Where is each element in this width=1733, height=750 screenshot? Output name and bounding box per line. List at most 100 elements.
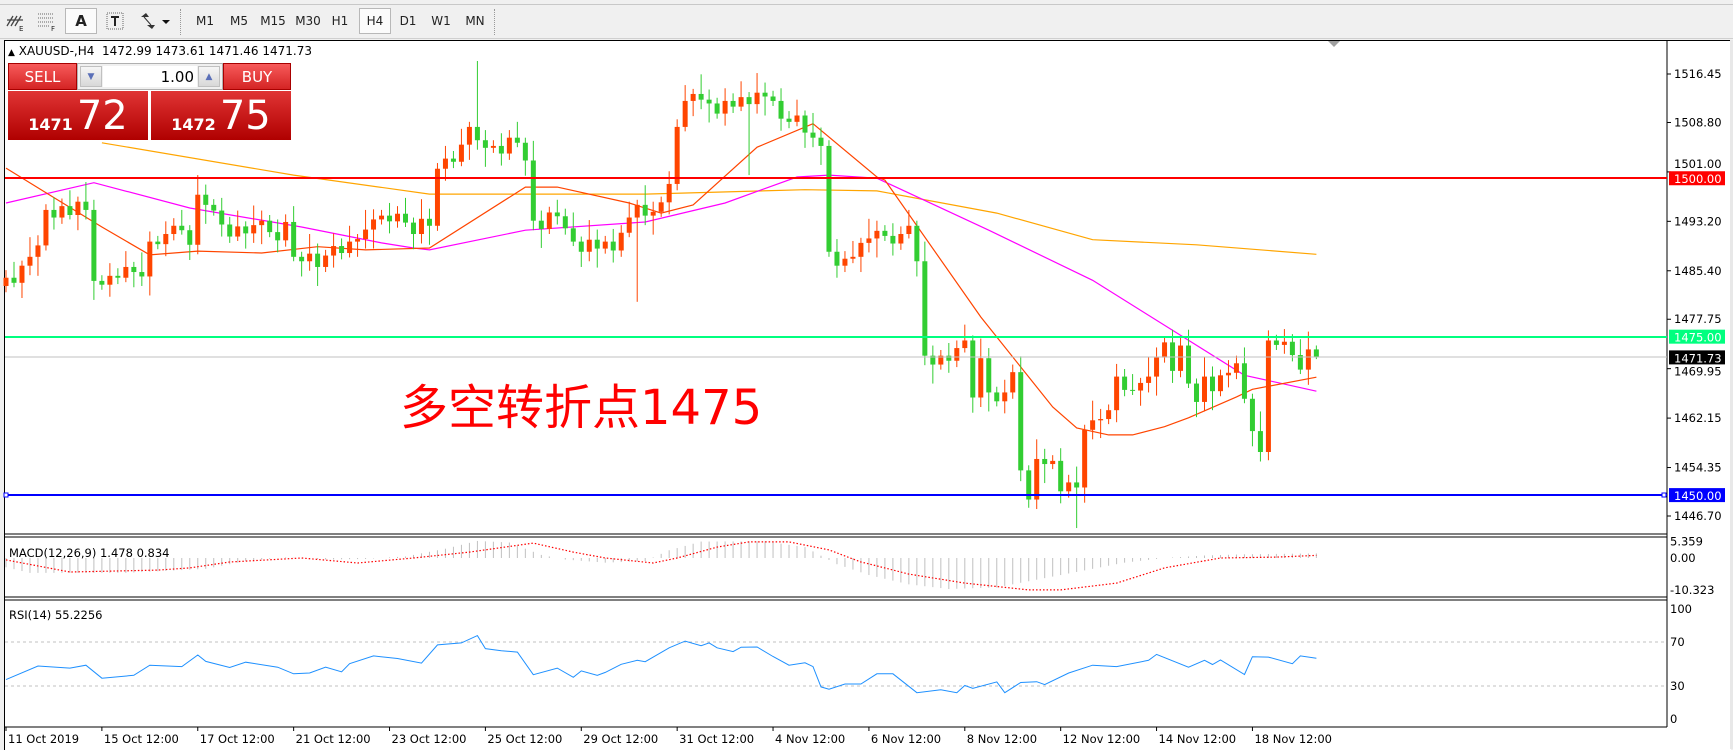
candle-body [1090, 420, 1096, 430]
timeframe-h4[interactable]: H4 [359, 8, 391, 34]
buy-button[interactable]: BUY [223, 63, 291, 90]
candle-body [75, 201, 81, 215]
candle-body [1082, 429, 1088, 488]
chart-window[interactable] [4, 40, 1731, 750]
svg-text:E: E [19, 25, 23, 32]
volume-decrease-icon[interactable]: ▼ [80, 66, 102, 87]
rsi-tick-label: 70 [1670, 635, 1685, 649]
text-label-button[interactable]: A [65, 8, 97, 34]
candle-body [35, 245, 41, 257]
date-tick-label: 15 Oct 12:00 [104, 732, 179, 746]
candle-body [562, 216, 568, 229]
candle-body [642, 204, 648, 216]
buy-price-button[interactable]: 1472 75 [151, 91, 291, 140]
annotation-text[interactable]: 多空转折点1475 [400, 380, 763, 436]
candle-body [1106, 410, 1112, 420]
candle-body [850, 256, 856, 259]
price-tick-label: 1516.45 [1674, 67, 1722, 81]
arrows-icon[interactable] [137, 8, 173, 34]
candle-body [339, 246, 345, 254]
macd-tick-label: -10.323 [1670, 583, 1714, 597]
candle-body [155, 241, 161, 245]
chart-shift-icon[interactable]: E [3, 8, 29, 34]
candle-body [546, 212, 552, 229]
candle-body [219, 210, 225, 225]
candle-body [91, 209, 97, 281]
chart-shift-marker-icon[interactable] [1328, 41, 1340, 47]
timeframe-h1[interactable]: H1 [331, 14, 349, 28]
candle-body [650, 211, 656, 216]
timeframe-m15[interactable]: M15 [260, 14, 286, 28]
buy-price-small: 1472 [171, 115, 216, 134]
candle-body [410, 222, 416, 235]
candle-body [658, 202, 664, 212]
candle-body [818, 137, 824, 146]
price-tick-label: 1485.40 [1674, 264, 1722, 278]
candle-body [323, 255, 329, 267]
level-price-label: 1500.00 [1674, 172, 1722, 186]
timeframe-m1[interactable]: M1 [196, 14, 214, 28]
candle-body [466, 126, 472, 145]
timeframe-d1[interactable]: D1 [399, 14, 417, 28]
candle-body [163, 234, 169, 245]
candle-body [171, 225, 177, 235]
candle-body [315, 253, 321, 267]
candle-body [474, 126, 480, 141]
candle-body [347, 241, 353, 254]
candle-body [498, 145, 504, 154]
timeframe-m5[interactable]: M5 [230, 14, 248, 28]
current-price-label-bg [1669, 350, 1725, 365]
date-tick-label: 14 Nov 12:00 [1159, 732, 1237, 746]
candle-body [275, 232, 281, 241]
candle-body [99, 280, 105, 285]
top-toolbar-strip [0, 0, 1733, 5]
candle-body [530, 160, 536, 221]
candle-body [131, 266, 137, 273]
candle-body [746, 97, 752, 105]
candle-body [243, 226, 249, 234]
grid-icon[interactable]: F [34, 8, 60, 34]
level-price-label-bg [1669, 171, 1725, 186]
candle-body [762, 92, 768, 97]
candle-body [147, 241, 153, 277]
timeframe-m30[interactable]: M30 [295, 14, 321, 28]
volume-input[interactable] [103, 66, 197, 87]
volume-increase-icon[interactable]: ▲ [198, 66, 220, 87]
timeframe-mn[interactable]: MN [465, 14, 485, 28]
candle-body [387, 215, 393, 222]
sell-button[interactable]: SELL [8, 63, 77, 90]
candle-body [379, 215, 385, 220]
candle-body [418, 218, 424, 235]
candle-body [554, 212, 560, 217]
candle-body [1265, 340, 1271, 453]
candle-body [1225, 372, 1231, 376]
candle-body [794, 115, 800, 122]
candle-body [730, 100, 736, 107]
candle-body [490, 145, 496, 148]
date-tick-label: 23 Oct 12:00 [392, 732, 467, 746]
rsi-tick-label: 100 [1670, 602, 1692, 616]
candle-body [618, 232, 624, 251]
rsi-line [5, 634, 1317, 694]
candle-body [874, 230, 880, 239]
price-tick-label: 1446.70 [1674, 509, 1722, 523]
candle-body [738, 97, 744, 107]
candle-body [1042, 458, 1048, 465]
moving-average-line-2 [5, 174, 1317, 392]
date-tick-label: 29 Oct 12:00 [583, 732, 658, 746]
candle-body [834, 251, 840, 266]
timeframe-w1[interactable]: W1 [431, 14, 451, 28]
candle-body [434, 168, 440, 226]
candle-body [1138, 382, 1144, 391]
price-tick-label: 1462.15 [1674, 411, 1722, 425]
text-box-icon[interactable] [103, 8, 127, 34]
candle-body [1273, 340, 1279, 345]
candle-body [1010, 372, 1016, 393]
candle-body [203, 194, 209, 205]
date-tick-label: 12 Nov 12:00 [1063, 732, 1141, 746]
candle-body [906, 225, 912, 235]
current-price-label: 1471.73 [1674, 351, 1722, 365]
collapse-triangle-icon[interactable]: ▲ [8, 48, 15, 58]
sell-price-button[interactable]: 1471 72 [8, 91, 148, 140]
